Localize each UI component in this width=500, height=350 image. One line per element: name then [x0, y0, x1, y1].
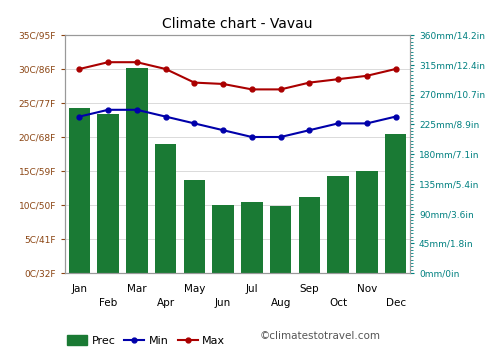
Bar: [126, 68, 148, 273]
Bar: [270, 205, 291, 273]
Text: Aug: Aug: [270, 298, 291, 308]
Text: May: May: [184, 284, 205, 294]
Text: Oct: Oct: [329, 298, 347, 308]
Text: Mar: Mar: [127, 284, 146, 294]
Text: Feb: Feb: [99, 298, 117, 308]
Text: Apr: Apr: [156, 298, 174, 308]
Bar: [184, 181, 205, 273]
Legend: Prec, Min, Max: Prec, Min, Max: [67, 335, 225, 346]
Bar: [155, 144, 176, 273]
Text: Dec: Dec: [386, 298, 406, 308]
Bar: [241, 202, 262, 273]
Bar: [212, 205, 234, 273]
Bar: [298, 197, 320, 273]
Text: Jul: Jul: [246, 284, 258, 294]
Text: ©climatestotravel.com: ©climatestotravel.com: [260, 331, 381, 341]
Text: Jun: Jun: [215, 298, 231, 308]
Text: Nov: Nov: [357, 284, 377, 294]
Bar: [328, 176, 349, 273]
Bar: [385, 134, 406, 273]
Text: Jan: Jan: [72, 284, 88, 294]
Title: Climate chart - Vavau: Climate chart - Vavau: [162, 17, 313, 31]
Text: Sep: Sep: [300, 284, 319, 294]
Bar: [356, 170, 378, 273]
Bar: [98, 114, 119, 273]
Bar: [68, 108, 90, 273]
